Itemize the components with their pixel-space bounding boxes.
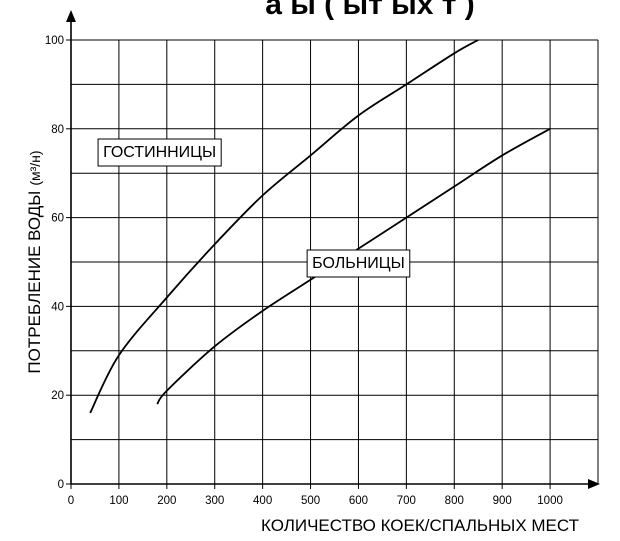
y-tick-label: 40	[51, 301, 64, 313]
series-label-hospitals: БОЛЬНИЦЫ	[306, 249, 411, 278]
x-tick-label: 200	[157, 495, 176, 507]
series-lines	[89, 39, 551, 414]
series-label-box	[306, 249, 411, 278]
series-label-box	[97, 138, 222, 167]
axes	[66, 10, 600, 489]
series-label-text: БОЛЬНИЦЫ	[312, 255, 405, 272]
x-tick-label: 0	[68, 495, 74, 507]
x-tick-label: 1000	[537, 495, 563, 507]
x-axis-title: КОЛИЧЕСТВО КОЕК/СПАЛЬНЫХ МЕСТ	[261, 516, 579, 535]
y-axis-title-unit: (м³/н)	[27, 150, 43, 185]
chart-title-partial: а ы ( ыт ых т )	[265, 0, 475, 21]
grid	[71, 39, 599, 484]
y-tick-label: 60	[51, 213, 64, 225]
x-tick-label: 700	[397, 495, 416, 507]
chart-title-fragment: а ы ( ыт ых т )	[265, 0, 475, 21]
x-tick-label: 600	[349, 495, 368, 507]
series-line-hotels	[89, 39, 479, 414]
x-tick-label: 300	[205, 495, 224, 507]
series-label-hotels: ГОСТИННИЦЫ	[97, 138, 222, 167]
x-axis-arrow-icon	[588, 479, 600, 489]
series-labels: ГОСТИННИЦЫ БОЛЬНИЦЫ	[97, 138, 411, 278]
tick-labels: 0 100 200 300 400 500 600 700 800 900 1000 0 20 40 60 8…	[45, 35, 563, 507]
y-axis-title: ПОТРЕБЛЕНИЕ ВОДЫ (м³/н)	[25, 150, 44, 373]
y-tick-label: 80	[51, 124, 64, 136]
y-tick-label: 20	[51, 390, 64, 402]
y-tick-label: 100	[45, 35, 64, 47]
series-label-text: ГОСТИННИЦЫ	[103, 144, 216, 161]
x-tick-label: 100	[109, 495, 128, 507]
y-tick-label: 0	[58, 479, 64, 491]
y-axis-title-main: ПОТРЕБЛЕНИЕ ВОДЫ	[25, 191, 44, 374]
x-tick-label: 500	[301, 495, 320, 507]
x-tick-label: 800	[445, 495, 464, 507]
x-tick-label: 900	[493, 495, 512, 507]
x-tick-label: 400	[253, 495, 272, 507]
y-axis-arrow-icon	[66, 10, 76, 22]
